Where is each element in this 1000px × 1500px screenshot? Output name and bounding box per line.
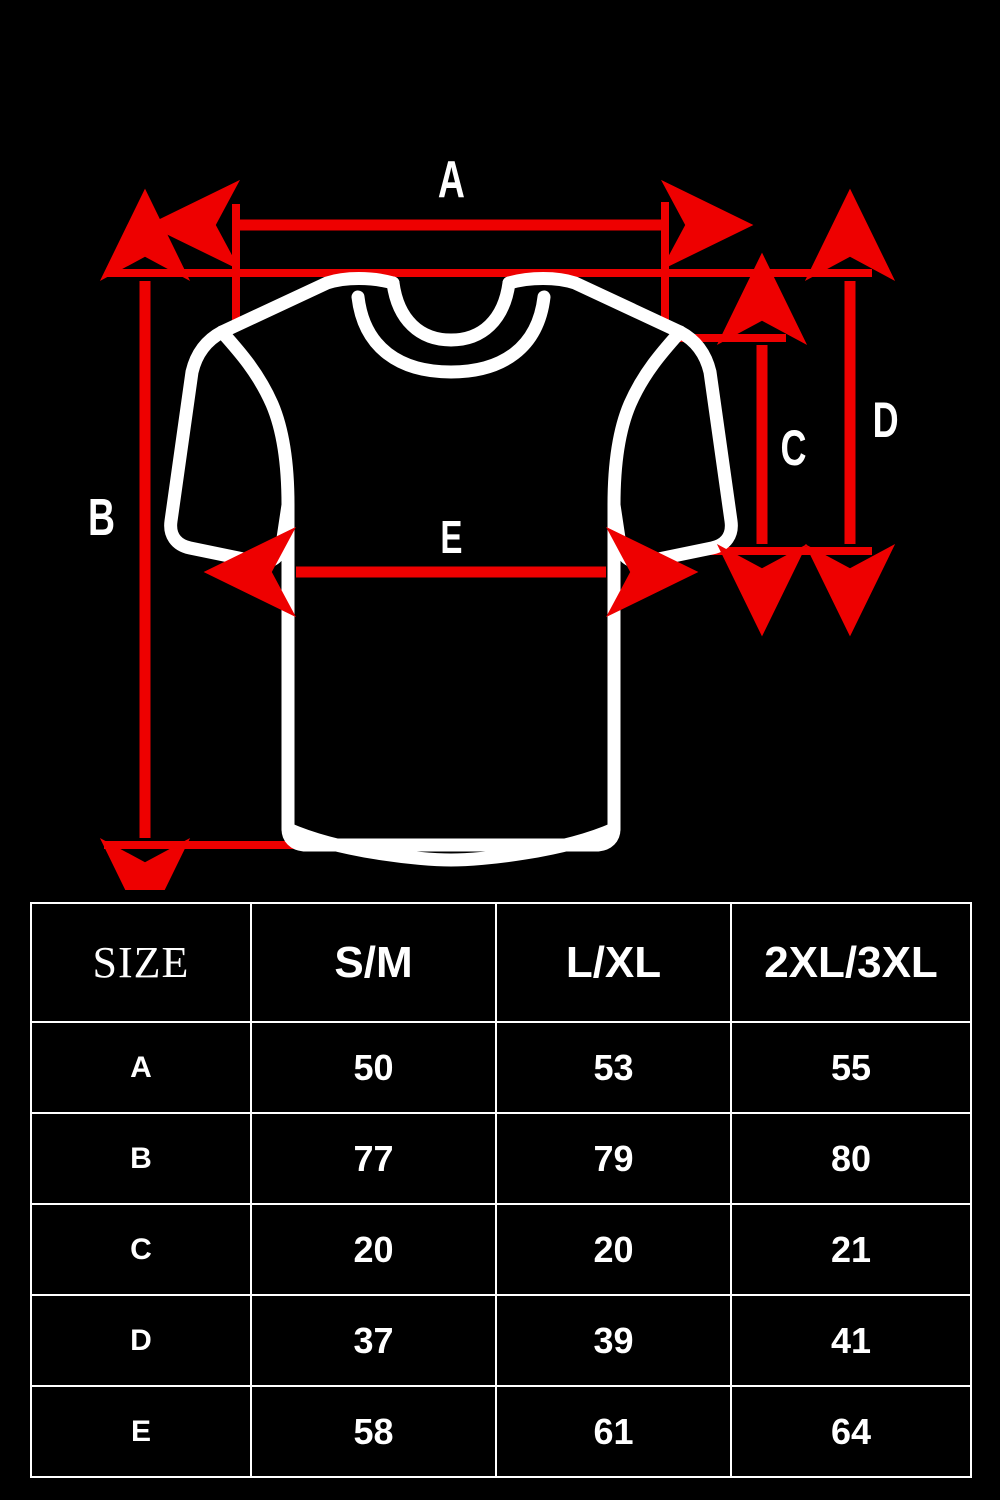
row-label-d: D [30,1294,252,1387]
tshirt-measurement-diagram: A B C D E [87,149,899,890]
cell-b-sm: 77 [250,1112,497,1205]
cell-b-lxl: 79 [495,1112,732,1205]
cell-c-lxl: 20 [495,1203,732,1296]
header-size-sm: S/M [250,902,497,1023]
table-header: SIZE S/M L/XL 2XL/3XL [30,902,972,1023]
measure-label-c: C [780,421,806,476]
cell-a-lxl: 53 [495,1021,732,1114]
measure-label-b: B [88,488,114,547]
cell-a-sm: 50 [250,1021,497,1114]
table-row: A 50 53 55 [30,1021,972,1114]
tshirt-outline [164,272,738,867]
cell-e-sm: 58 [250,1385,497,1478]
measure-label-d: D [873,393,898,448]
table-row: B 77 79 80 [30,1112,972,1205]
cell-b-2xl3xl: 80 [730,1112,972,1205]
row-label-b: B [30,1112,252,1205]
cell-d-lxl: 39 [495,1294,732,1387]
cell-e-lxl: 61 [495,1385,732,1478]
table-row: C 20 20 21 [30,1203,972,1296]
cell-d-sm: 37 [250,1294,497,1387]
header-size-2xl3xl: 2XL/3XL [730,902,972,1023]
row-label-e: E [30,1385,252,1478]
table-row: E 58 61 64 [30,1385,972,1478]
table-header-row: SIZE S/M L/XL 2XL/3XL [30,902,972,1023]
size-chart-container: SIZE S/M L/XL 2XL/3XL A 50 53 55 B 77 79 [30,902,972,1478]
cell-a-2xl3xl: 55 [730,1021,972,1114]
cell-d-2xl3xl: 41 [730,1294,972,1387]
row-label-a: A [30,1021,252,1114]
size-chart-table: SIZE S/M L/XL 2XL/3XL A 50 53 55 B 77 79 [30,902,972,1478]
cell-e-2xl3xl: 64 [730,1385,972,1478]
cell-c-2xl3xl: 21 [730,1203,972,1296]
table-row: D 37 39 41 [30,1294,972,1387]
header-size: SIZE [30,902,252,1023]
cell-c-sm: 20 [250,1203,497,1296]
table-body: A 50 53 55 B 77 79 80 C 20 20 21 [30,1021,972,1478]
measure-label-a: A [438,150,464,209]
header-size-lxl: L/XL [495,902,732,1023]
row-label-c: C [30,1203,252,1296]
diagram-canvas: A B C D E [87,149,899,890]
measure-label-e: E [440,513,461,563]
